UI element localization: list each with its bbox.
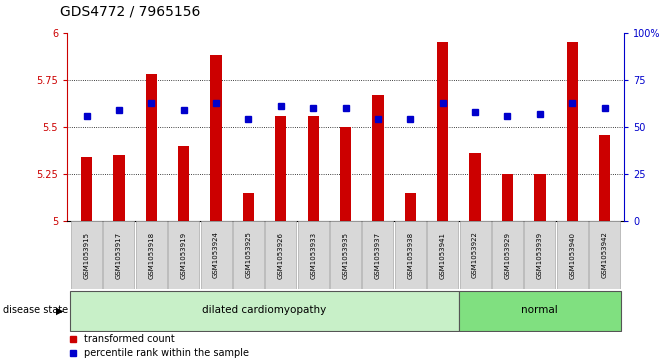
- Bar: [395, 221, 426, 289]
- Bar: [589, 221, 620, 289]
- Text: disease state: disease state: [3, 305, 68, 315]
- Bar: [233, 221, 264, 289]
- Text: GSM1053915: GSM1053915: [83, 232, 89, 278]
- Text: transformed count: transformed count: [84, 334, 174, 344]
- Text: GSM1053925: GSM1053925: [246, 232, 252, 278]
- Bar: [502, 174, 513, 221]
- Text: GSM1053918: GSM1053918: [148, 232, 154, 278]
- Bar: [136, 221, 167, 289]
- Bar: [405, 193, 416, 221]
- Bar: [437, 42, 448, 221]
- Bar: [330, 221, 361, 289]
- Text: percentile rank within the sample: percentile rank within the sample: [84, 347, 249, 358]
- Text: GSM1053937: GSM1053937: [375, 232, 381, 278]
- Bar: [470, 154, 480, 221]
- Text: GSM1053941: GSM1053941: [440, 232, 446, 278]
- Bar: [211, 55, 221, 221]
- Text: GSM1053940: GSM1053940: [569, 232, 575, 278]
- Bar: [113, 155, 125, 221]
- Bar: [427, 221, 458, 289]
- Text: GSM1053939: GSM1053939: [537, 232, 543, 278]
- Bar: [492, 221, 523, 289]
- Text: ▶: ▶: [56, 305, 64, 315]
- Bar: [524, 221, 556, 289]
- Bar: [243, 193, 254, 221]
- Text: normal: normal: [521, 305, 558, 315]
- Text: dilated cardiomyopathy: dilated cardiomyopathy: [203, 305, 327, 315]
- Text: GSM1053942: GSM1053942: [602, 232, 608, 278]
- Bar: [298, 221, 329, 289]
- Bar: [557, 221, 588, 289]
- Bar: [362, 221, 393, 289]
- Text: GSM1053933: GSM1053933: [310, 232, 316, 278]
- Text: GDS4772 / 7965156: GDS4772 / 7965156: [60, 4, 201, 18]
- Text: GSM1053922: GSM1053922: [472, 232, 478, 278]
- Bar: [275, 116, 287, 221]
- Bar: [599, 135, 610, 221]
- Bar: [81, 157, 92, 221]
- Bar: [146, 74, 157, 221]
- Text: GSM1053919: GSM1053919: [180, 232, 187, 278]
- Bar: [460, 221, 491, 289]
- Bar: [534, 174, 546, 221]
- Text: GSM1053938: GSM1053938: [407, 232, 413, 278]
- Bar: [201, 221, 231, 289]
- Text: GSM1053935: GSM1053935: [343, 232, 348, 278]
- Bar: [340, 127, 351, 221]
- Bar: [70, 291, 459, 331]
- Bar: [168, 221, 199, 289]
- Text: GSM1053924: GSM1053924: [213, 232, 219, 278]
- Bar: [566, 42, 578, 221]
- Bar: [265, 221, 297, 289]
- Text: GSM1053926: GSM1053926: [278, 232, 284, 278]
- Bar: [71, 221, 102, 289]
- Text: GSM1053929: GSM1053929: [505, 232, 511, 278]
- Bar: [372, 95, 384, 221]
- Text: GSM1053917: GSM1053917: [116, 232, 122, 278]
- Bar: [307, 116, 319, 221]
- Bar: [459, 291, 621, 331]
- Bar: [103, 221, 134, 289]
- Bar: [178, 146, 189, 221]
